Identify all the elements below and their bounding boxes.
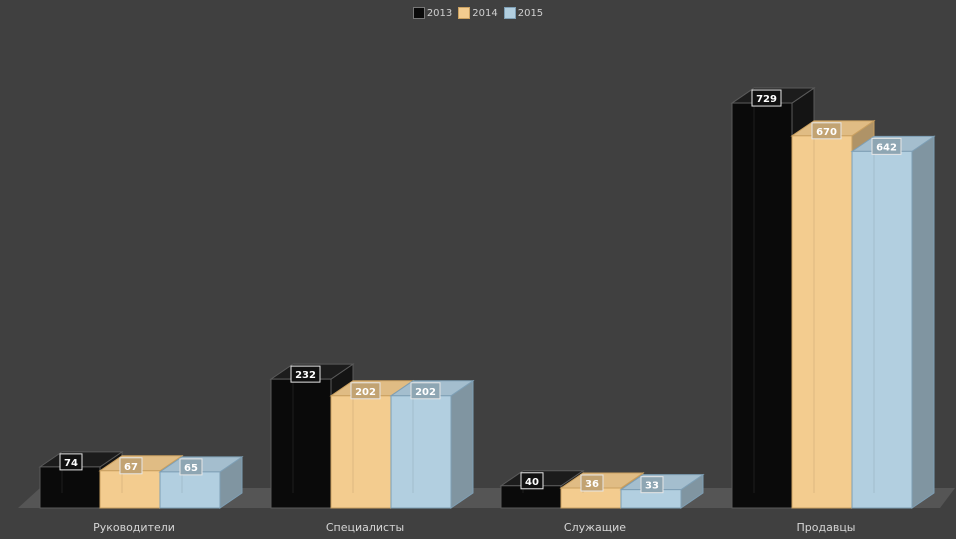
data-label-value: 33 <box>645 481 659 492</box>
bar-2015-3 <box>850 135 936 509</box>
bar-front-face <box>99 470 161 509</box>
data-label-box <box>520 472 544 490</box>
data-label-2014-1: 202 <box>350 382 381 400</box>
data-label-value: 202 <box>415 387 436 398</box>
data-label-value: 67 <box>124 462 138 473</box>
data-label-2013-0: 74 <box>59 453 83 471</box>
data-label-value: 729 <box>756 94 777 105</box>
category-label-2: Служащие <box>564 521 626 534</box>
data-label-box <box>580 474 604 492</box>
data-label-2015-3: 642 <box>871 137 902 155</box>
data-label-value: 74 <box>64 458 78 469</box>
bar-front-face <box>390 395 452 509</box>
data-label-value: 65 <box>184 463 198 474</box>
category-label-1: Специалисты <box>326 521 404 534</box>
data-label-box <box>350 382 381 400</box>
data-label-box <box>811 122 842 140</box>
data-label-2013-1: 232 <box>290 365 321 383</box>
data-label-box <box>410 382 441 400</box>
legend-swatch-2014 <box>458 7 471 19</box>
bar-front-face <box>159 471 221 509</box>
data-label-box <box>871 137 902 155</box>
data-label-2014-0: 67 <box>119 457 143 475</box>
bar-2015-1 <box>389 379 475 509</box>
bar-front-face <box>851 150 913 509</box>
data-label-value: 232 <box>295 370 316 381</box>
data-label-box <box>119 457 143 475</box>
data-label-2013-3: 729 <box>751 89 782 107</box>
legend-swatch-2013 <box>412 7 425 19</box>
data-label-2015-2: 33 <box>640 476 664 494</box>
data-label-box <box>640 476 664 494</box>
bar-front-face <box>39 466 101 509</box>
bar-side-face <box>450 379 474 509</box>
legend-item-2014: 2014 <box>458 7 498 19</box>
chart-legend: 2013 2014 2015 <box>0 7 956 19</box>
data-label-value: 40 <box>525 477 539 488</box>
data-label-value: 642 <box>876 142 897 153</box>
data-label-box <box>751 89 782 107</box>
data-label-box <box>59 453 83 471</box>
bar-front-face <box>731 102 793 509</box>
legend-label-2013: 2013 <box>426 7 453 19</box>
data-label-2014-3: 670 <box>811 122 842 140</box>
data-label-value: 202 <box>355 387 376 398</box>
category-label-3: Продавцы <box>797 521 856 534</box>
legend-label-2014: 2014 <box>472 7 498 19</box>
data-label-2013-2: 40 <box>520 472 544 490</box>
bar-front-face <box>791 135 853 509</box>
category-label-0: Руководители <box>93 521 175 534</box>
bar-front-face <box>330 395 392 509</box>
data-label-box <box>290 365 321 383</box>
data-label-2015-0: 65 <box>179 458 203 476</box>
data-label-value: 36 <box>585 479 599 490</box>
legend-item-2015: 2015 <box>503 7 544 19</box>
legend-label-2015: 2015 <box>517 7 544 19</box>
data-label-box <box>179 458 203 476</box>
bar-side-face <box>911 135 935 509</box>
data-label-2014-2: 36 <box>580 474 604 492</box>
data-label-value: 670 <box>816 127 837 138</box>
chart-floor <box>18 488 955 508</box>
data-label-2015-1: 202 <box>410 382 441 400</box>
legend-item-2013: 2013 <box>412 7 453 19</box>
bar-front-face <box>270 378 332 509</box>
legend-swatch-2015 <box>503 7 516 19</box>
